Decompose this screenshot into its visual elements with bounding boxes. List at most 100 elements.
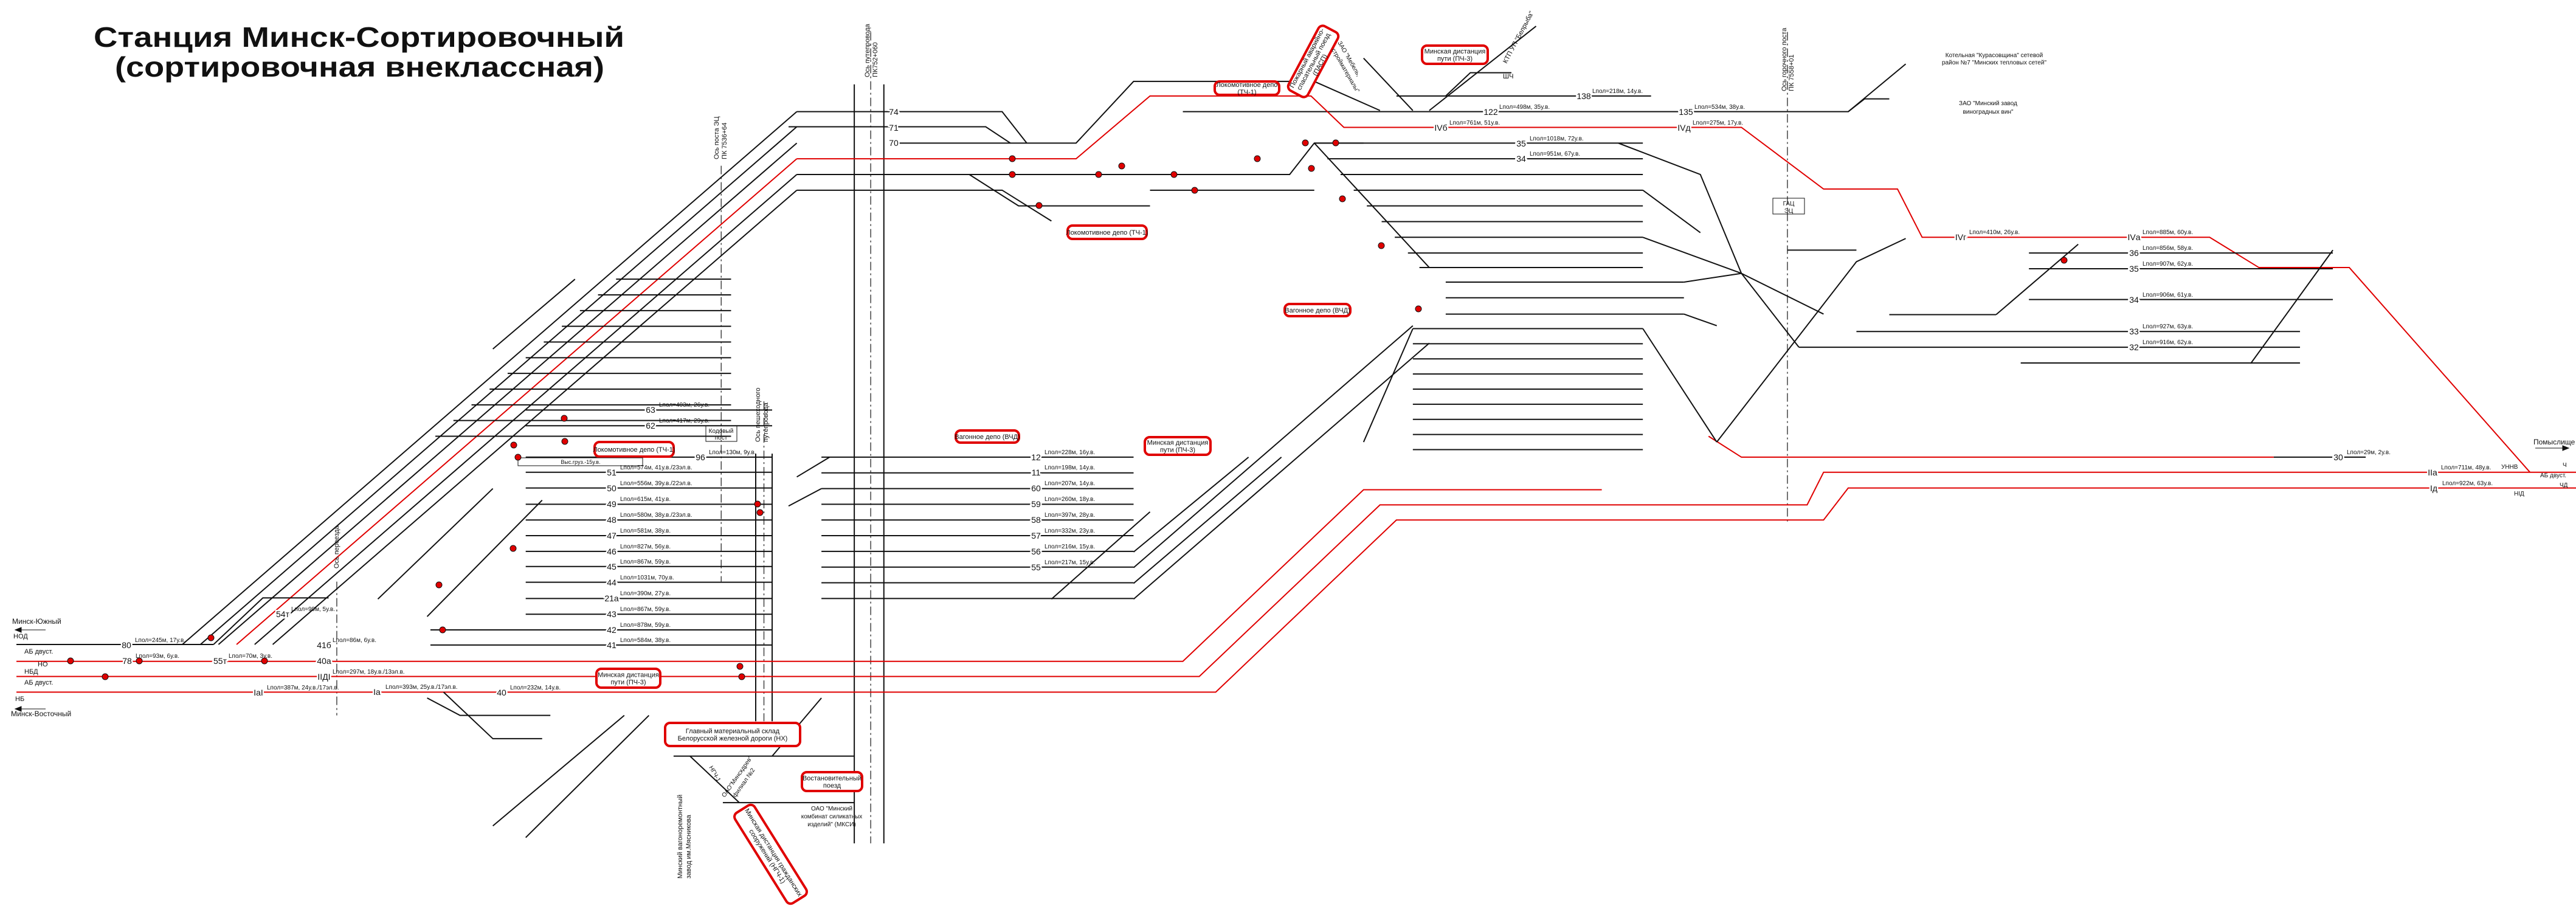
track-usable-length: Lпол=70м, 3у.в. xyxy=(229,653,272,660)
track-line xyxy=(1684,314,1717,326)
facility-box-frame xyxy=(1283,303,1352,317)
track-number: 41 xyxy=(607,640,616,650)
track-number: IVб xyxy=(1434,123,1447,133)
track-usable-length: Lпол=390м, 27у.в. xyxy=(620,590,671,597)
signal-icon xyxy=(1339,195,1346,202)
facility-label: район №7 "Минских тепловых сетей" xyxy=(1942,60,2046,66)
facility-label: АБ двуст. xyxy=(24,679,53,686)
facility-label: ГАЦ xyxy=(1783,201,1795,207)
facility-label: виноградных вин" xyxy=(1963,109,2013,116)
track-number: 34 xyxy=(1516,154,1526,164)
track-line xyxy=(1133,457,1248,552)
track-usable-length: Lпол=906м, 61у.в. xyxy=(2143,292,2193,299)
facility-label: путепровода xyxy=(762,402,770,442)
facility-box-text: Минская дистанция xyxy=(1147,440,1209,447)
track-number: 48 xyxy=(607,515,616,525)
facility-box-frame xyxy=(1421,44,1489,65)
track-usable-length: Lпол=228м, 16у.в. xyxy=(1045,449,1095,456)
track-number: 21а xyxy=(604,593,619,603)
direction-arrow-icon xyxy=(2535,445,2570,451)
track-usable-length: Lпол=584м, 38у.в. xyxy=(620,637,671,644)
facility-label: ШЧ xyxy=(1503,73,1513,80)
track-usable-length: Lпол=856м, 58у.в. xyxy=(2143,245,2193,252)
track-number: Iа xyxy=(373,687,381,697)
signal-icon xyxy=(561,438,568,445)
facility-label: изделий" (МКСИ) xyxy=(807,821,855,828)
facility-label: АБ двуст. xyxy=(24,648,53,655)
signal-icon xyxy=(439,626,446,634)
track-line xyxy=(1133,457,1281,584)
main-track xyxy=(1708,436,2274,457)
facility-box-text: Локомотивное депо (ТЧ-1) xyxy=(593,446,675,454)
track-usable-length: Lпол=410м, 26у.в. xyxy=(1969,229,2020,236)
track-number: 36 xyxy=(2129,248,2139,258)
track-usable-length: Lпол=29м, 2у.в. xyxy=(2347,449,2391,456)
signal-icon xyxy=(435,581,443,589)
track-number: 44 xyxy=(607,578,616,587)
track-usable-length: Lпол=711м, 48у.в. xyxy=(2441,465,2491,471)
track-line xyxy=(213,598,328,644)
track-line xyxy=(2251,250,2333,364)
facility-box-text: Локомотивное депо (ТЧ-1) xyxy=(1066,229,1148,237)
signal-icon xyxy=(1009,171,1016,178)
signal-icon xyxy=(510,441,517,449)
track-usable-length: Lпол=922м, 63у.в. xyxy=(2442,480,2493,487)
facility-box: Вагонное депо (ВЧД) xyxy=(1283,303,1352,317)
signal-icon xyxy=(754,500,761,508)
signal-icon xyxy=(1191,187,1198,194)
signal-icon xyxy=(509,545,517,552)
facility-box-text: Вагонное депо (ВЧД) xyxy=(955,434,1020,441)
track-line xyxy=(1741,274,1799,347)
track-line xyxy=(218,143,796,644)
track-line xyxy=(797,190,1052,221)
facility-label: Ось пешеходного xyxy=(754,388,762,442)
track-usable-length: Lпол=207м, 14у.в. xyxy=(1045,480,1095,487)
hump-ec-box xyxy=(1772,198,1805,215)
track-labels: 80 Lпол=245м, 17у.в.78 Lпол=93м, 6у.в. 55т L… xyxy=(120,88,2493,699)
track-line xyxy=(1314,143,1429,268)
facility-box-text: Минская дистанция xyxy=(598,672,659,679)
track-line xyxy=(526,716,649,838)
track-number: 43 xyxy=(607,609,616,619)
facility-label: НБ xyxy=(15,696,24,703)
facility-label: Выс.груз.-15у.в. xyxy=(561,459,600,465)
track-usable-length: Lпол=86м, 6у.в. xyxy=(333,637,376,644)
facility-label: НIД xyxy=(2514,491,2524,497)
track-number: 78 xyxy=(122,656,132,666)
signal-icon xyxy=(1308,165,1315,172)
facility-label: пост xyxy=(715,435,728,441)
track-number: IVа xyxy=(2127,232,2140,242)
track-line xyxy=(1051,512,1150,599)
signal-icon xyxy=(261,657,268,665)
facility-box-frame xyxy=(801,771,863,792)
signal-icon xyxy=(207,634,215,641)
signal-icon xyxy=(2060,257,2068,264)
track-usable-length: Lпол=951м, 67у.в. xyxy=(1530,151,1580,157)
facility-box-text: Востановительный xyxy=(803,775,862,782)
track-usable-length: Lпол=498м, 35у.в. xyxy=(1499,104,1550,111)
facility-label: Минск-Восточный xyxy=(11,710,71,718)
track-number: 71 xyxy=(889,123,899,133)
main-track xyxy=(16,489,1602,661)
facility-label: УННВ xyxy=(2501,464,2518,471)
code-post-box xyxy=(705,425,737,442)
track-line xyxy=(273,190,797,644)
facility-label: НГЧ-1 xyxy=(707,765,722,783)
track-line xyxy=(969,174,1150,206)
track-usable-length: Lпол=393м, 25у.в./17эл.в. xyxy=(385,684,458,691)
facility-label: Ч xyxy=(2563,462,2567,469)
track-number: 70 xyxy=(889,138,899,148)
track-line xyxy=(690,756,739,803)
track-number: 40а xyxy=(317,656,331,666)
track-number: 35 xyxy=(1516,139,1526,148)
track-number: 47 xyxy=(607,531,616,541)
facility-box-frame xyxy=(733,803,808,905)
track-usable-length: Lпол=1018м, 72у.в. xyxy=(1530,136,1584,142)
facility-box-frame xyxy=(1286,24,1340,98)
signal-icon xyxy=(1035,202,1043,209)
track-number: 50 xyxy=(607,483,616,493)
signal-icon xyxy=(736,663,744,670)
track-line xyxy=(1643,190,1701,233)
